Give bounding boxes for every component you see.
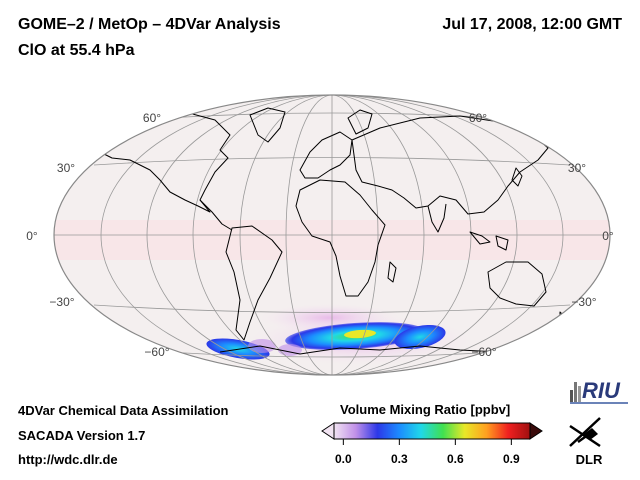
colorbar-title: Volume Mixing Ratio [ppbv] — [340, 402, 511, 417]
lat-label-left-0: 0° — [26, 229, 38, 243]
graticule — [54, 95, 610, 375]
dlr-logo: DLR — [569, 417, 603, 467]
riu-logo-text: RIU — [582, 378, 621, 403]
colorbar-tick-label: 0.9 — [502, 452, 520, 466]
lat-label-left-30: 30° — [57, 161, 75, 175]
lat-label-left-60: 60° — [143, 111, 161, 125]
colorbar-tick-label: 0.3 — [390, 452, 408, 466]
lat-label-right-60: 60° — [469, 111, 487, 125]
footer-url[interactable]: http://wdc.dlr.de — [18, 452, 118, 467]
colorbar-tick-label: 0.0 — [334, 452, 352, 466]
colorbar-gradient — [333, 422, 531, 440]
clo-yellow-core — [344, 329, 376, 339]
footer-line-1: 4DVar Chemical Data Assimilation — [18, 403, 229, 418]
lat-label-right-minus30: −30° — [571, 295, 596, 309]
lat-label-right-30: 30° — [568, 161, 586, 175]
colorbar-right-arrow — [529, 422, 543, 440]
lat-labels-left: 60° 30° 0° −30° −60° — [26, 111, 170, 359]
colorbar-left-arrow — [321, 422, 335, 440]
lat-labels-right: 60° 30° 0° −30° −60° — [469, 111, 614, 359]
map-subtitle: ClO at 55.4 hPa — [18, 42, 135, 59]
colorbar-tick-marks — [342, 439, 512, 445]
lat-label-left-minus60: −60° — [144, 345, 169, 359]
globe-outline — [53, 94, 611, 376]
map-title: GOME–2 / MetOp – 4DVar Analysis — [18, 16, 281, 33]
tropical-band — [54, 220, 610, 260]
lat-label-left-minus30: −30° — [49, 295, 74, 309]
map-datetime: Jul 17, 2008, 12:00 GMT — [442, 16, 622, 33]
colorbar-tick-label: 0.6 — [446, 452, 464, 466]
dlr-logo-text: DLR — [576, 452, 603, 467]
footer-line-2: SACADA Version 1.7 — [18, 428, 146, 443]
riu-logo: RIU — [570, 378, 628, 404]
lat-label-right-0: 0° — [602, 229, 614, 243]
world-map: 60° 30° 0° −30° −60° 60° 30° 0° −30° −60… — [26, 94, 614, 376]
lat-label-right-minus60: −60° — [471, 345, 496, 359]
